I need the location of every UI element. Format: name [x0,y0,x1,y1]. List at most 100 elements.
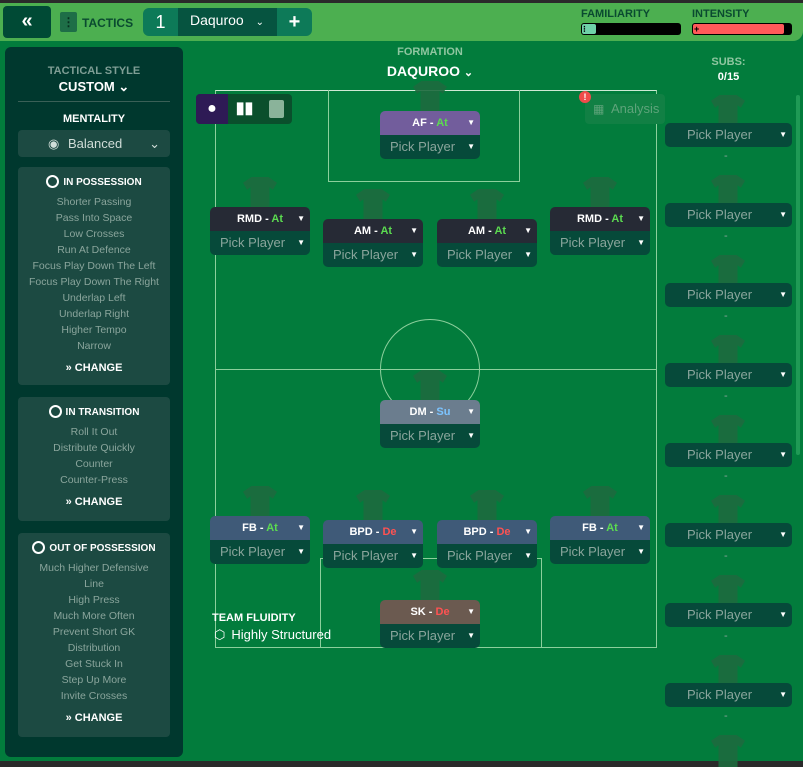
ball-icon [46,175,60,188]
player-view-button[interactable]: ● [196,94,228,124]
pick-player-dropdown[interactable]: Pick Player ▼ [665,283,792,307]
pick-player-dropdown[interactable]: Pick Player ▼ [437,243,537,267]
duty: At [494,225,507,237]
back-button[interactable]: « [3,6,51,38]
sub-slot[interactable]: Pick Player ▼ [665,203,792,227]
role-name: RMD [236,213,263,225]
tactical-style-value: CUSTOM [58,79,115,94]
out-of-possession-section: OUT OF POSSESSION Much Higher Defensive … [18,533,170,737]
pick-player-dropdown[interactable]: Pick Player ▼ [437,544,537,568]
pick-player-dropdown[interactable]: Pick Player ▼ [550,231,650,255]
subs-scrollbar[interactable] [796,95,800,455]
familiarity-bar[interactable]: ⁝ [581,23,681,35]
caret-down-icon: ▼ [779,690,787,699]
pick-player-dropdown[interactable]: Pick Player ▼ [380,624,480,648]
instruction: Underlap Right [58,308,130,320]
sub-slot[interactable]: Pick Player ▼ [665,443,792,467]
change-in-possession-button[interactable]: » CHANGE [18,362,170,380]
change-in-transition-button[interactable]: » CHANGE [18,496,170,514]
tactics-view-button[interactable] [261,94,292,124]
pick-player-dropdown[interactable]: Pick Player ▼ [210,540,310,564]
role-dropdown[interactable]: SK - De ▼ [380,600,480,624]
caret-down-icon: ▼ [779,450,787,459]
pick-player-dropdown[interactable]: Pick Player ▼ [550,540,650,564]
pick-player-dropdown[interactable]: Pick Player ▼ [665,683,792,707]
sub-slot[interactable]: Pick Player ▼ [665,603,792,627]
fluidity-text: Highly Structured [231,627,332,642]
sub-slot[interactable]: Pick Player ▼ [665,683,792,707]
pick-player-dropdown[interactable]: Pick Player ▼ [323,243,423,267]
intensity-bar[interactable]: + [692,23,792,35]
instruction: Invite Crosses [60,690,128,702]
sub-placeholder: - [724,310,728,322]
section-title: OUT OF POSSESSION [49,543,156,554]
caret-down-icon: ▼ [297,547,305,556]
caret-down-icon: ▼ [297,238,305,247]
pick-player-dropdown[interactable]: Pick Player ▼ [665,443,792,467]
familiarity-label: FAMILIARITY [581,8,651,20]
caret-down-icon: ▼ [524,551,532,560]
change-out-of-possession-button[interactable]: » CHANGE [18,712,170,730]
role-dropdown[interactable]: BPD - De ▼ [437,520,537,544]
instruction: Pass Into Space [55,212,133,224]
analysis-button[interactable]: ▦ Analysis [585,94,665,124]
double-chevron-right-icon: » [65,712,72,724]
tactical-style-dropdown[interactable]: CUSTOM ⌄ [5,79,183,95]
pick-player-dropdown[interactable]: Pick Player ▼ [323,544,423,568]
stats-view-button[interactable]: ▮▮ [229,94,260,124]
pick-player-dropdown[interactable]: Pick Player ▼ [665,203,792,227]
pick-player-label: Pick Player [447,247,513,262]
instruction: Much Higher Defensive [39,562,149,574]
pick-player-dropdown[interactable]: Pick Player ▼ [665,123,792,147]
caret-down-icon: ▼ [779,130,787,139]
intensity-label: INTENSITY [692,8,750,20]
caret-down-icon: ▼ [410,527,418,536]
role-dropdown[interactable]: AF - At ▼ [380,111,480,135]
sub-slot[interactable]: Pick Player ▼ [665,523,792,547]
top-bar: « ⋮ TACTICS 1 Daquroo ⌄ + FAMILIARITY ⁝ … [0,3,803,41]
pick-player-dropdown[interactable]: Pick Player ▼ [380,424,480,448]
role-dropdown[interactable]: RMD - At ▼ [210,207,310,231]
pick-player-dropdown[interactable]: Pick Player ▼ [665,523,792,547]
duty: At [271,213,284,225]
warning-icon: ! [579,91,591,103]
role-dropdown[interactable]: DM - Su ▼ [380,400,480,424]
team-fluidity-value: ⬡ Highly Structured [214,627,331,643]
formation-name: DAQUROO [386,63,460,79]
formation-dropdown[interactable]: DAQUROO ⌄ [0,63,803,79]
caret-down-icon: ▼ [467,607,475,616]
duty: De [435,606,450,618]
caret-down-icon: ▼ [467,142,475,151]
tactical-style-label: TACTICAL STYLE [47,65,141,77]
instruction: Focus Play Down The Left [32,260,156,272]
pick-player-dropdown[interactable]: Pick Player ▼ [380,135,480,159]
pick-player-label: Pick Player [687,607,753,622]
pick-player-dropdown[interactable]: Pick Player ▼ [665,603,792,627]
role-dropdown[interactable]: AM - At ▼ [437,219,537,243]
caret-down-icon: ▼ [637,238,645,247]
pick-player-dropdown[interactable]: Pick Player ▼ [210,231,310,255]
instruction: Line [84,578,104,590]
tactic-number[interactable]: 1 [155,12,166,32]
add-tactic-button[interactable]: + [288,11,301,33]
caret-down-icon: ▼ [779,370,787,379]
sub-slot[interactable]: Pick Player ▼ [665,123,792,147]
tactic-name-dropdown[interactable]: Daquroo ⌄ [178,8,277,36]
role-dropdown[interactable]: FB - At ▼ [210,516,310,540]
change-label: CHANGE [74,496,123,508]
tactic-tab[interactable]: 1 Daquroo ⌄ + [143,8,312,36]
player-slot: AM - At ▼ Pick Player ▼ [437,219,537,267]
subs-label: SUBS: [711,56,746,68]
role-dropdown[interactable]: FB - At ▼ [550,516,650,540]
pick-player-label: Pick Player [687,527,753,542]
sub-slot[interactable]: Pick Player ▼ [665,283,792,307]
double-chevron-left-icon: « [21,10,33,32]
role-dropdown[interactable]: AM - At ▼ [323,219,423,243]
mentality-dropdown[interactable]: ◉ Balanced ⌄ [18,130,170,157]
role-dropdown[interactable]: BPD - De ▼ [323,520,423,544]
role-dropdown[interactable]: RMD - At ▼ [550,207,650,231]
pick-player-dropdown[interactable]: Pick Player ▼ [665,363,792,387]
player-slot: BPD - De ▼ Pick Player ▼ [437,520,537,568]
transition-icon [48,405,62,418]
sub-slot[interactable]: Pick Player ▼ [665,363,792,387]
